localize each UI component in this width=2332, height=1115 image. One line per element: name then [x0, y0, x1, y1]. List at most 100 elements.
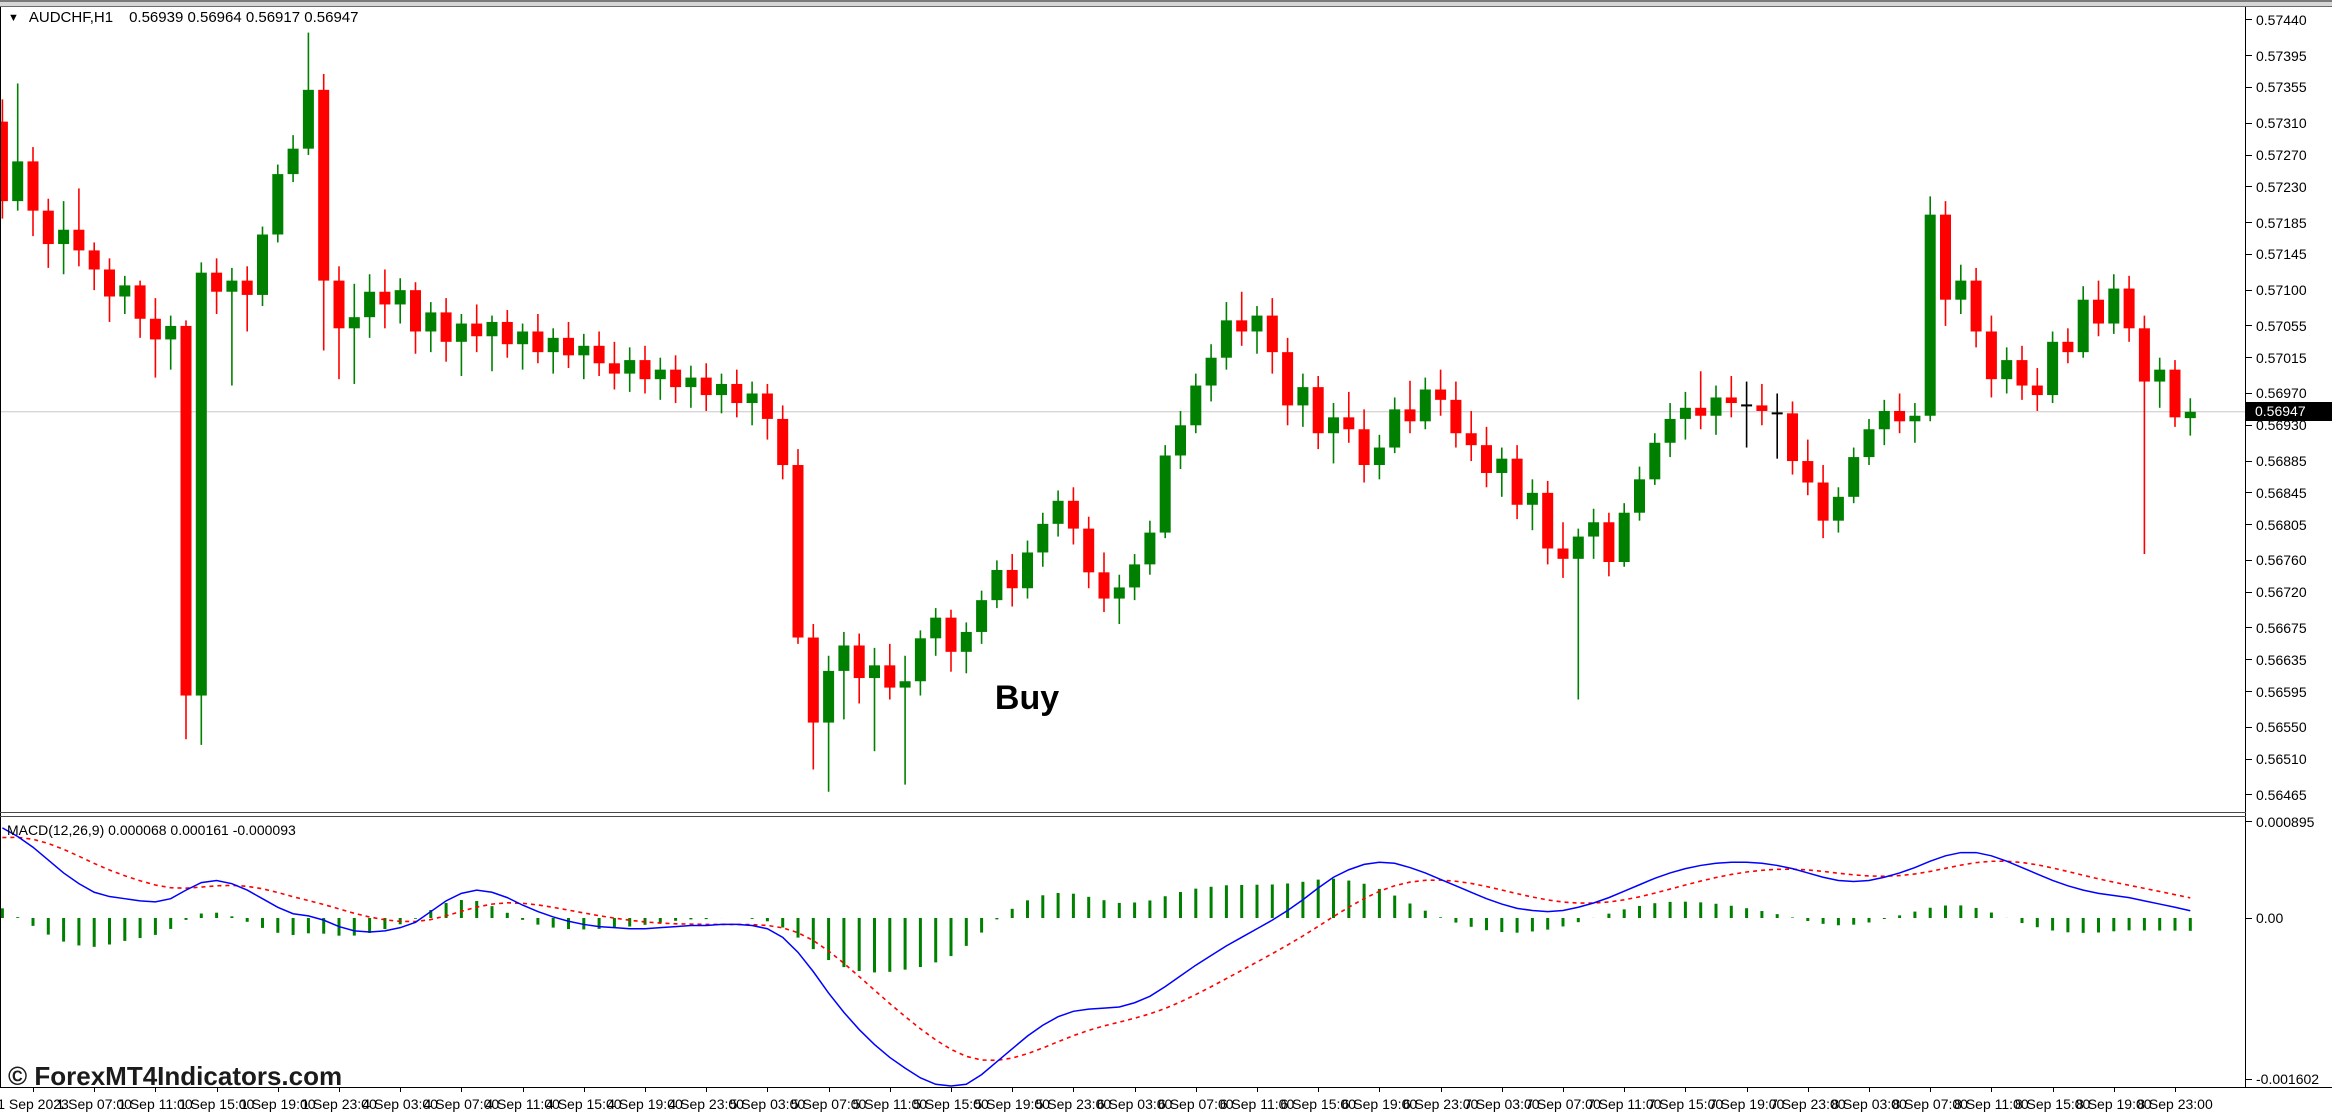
price-tick-mark: [2246, 186, 2252, 188]
candle-body: [1205, 357, 1217, 386]
price-tick-mark: [2246, 55, 2252, 57]
current-price-badge: 0.56947: [2246, 402, 2332, 422]
time-tick-label: 5 Sep 03:00: [729, 1096, 806, 1112]
candle-body: [716, 383, 727, 396]
time-tick-label: 1 Sep 15:00: [178, 1096, 255, 1112]
time-tick-label: 8 Sep 07:00: [1892, 1096, 1968, 1112]
candle-body: [27, 161, 39, 211]
time-tick-label: 6 Sep 07:00: [1158, 1096, 1234, 1112]
candle-body: [578, 345, 590, 356]
price-tick-mark: [2246, 492, 2252, 494]
candle-body: [1328, 417, 1339, 434]
price-tick-label: 0.56550: [2256, 719, 2307, 736]
candle-body: [1679, 407, 1691, 419]
macd-indicator-canvas[interactable]: [0, 818, 2246, 1087]
price-tick-label: 0.57055: [2256, 317, 2307, 334]
candle-body: [1572, 536, 1584, 559]
candle-body: [1526, 492, 1538, 505]
price-tick-mark: [2246, 627, 2252, 629]
price-tick-label: 0.56930: [2256, 417, 2307, 434]
time-tick-mark: [1501, 1088, 1503, 1092]
candle-body: [899, 681, 911, 688]
time-tick-mark: [889, 1088, 891, 1092]
candle-body: [945, 617, 957, 652]
candle-body: [2016, 360, 2028, 386]
candle-body: [1083, 528, 1095, 573]
candle-body: [1343, 417, 1355, 430]
candle-body: [1129, 564, 1141, 588]
candle-body: [2108, 288, 2120, 324]
candle-body: [1557, 548, 1569, 559]
price-tick-mark: [2246, 794, 2252, 796]
price-tick-label: 0.57355: [2256, 79, 2307, 96]
candle-body: [1909, 415, 1921, 422]
price-tick-label: 0.57310: [2256, 115, 2307, 132]
time-tick-label: 6 Sep 19:00: [1341, 1096, 1418, 1112]
candle-body: [517, 331, 529, 345]
price-tick-mark: [2246, 222, 2252, 224]
candle-body: [486, 321, 498, 337]
chart-symbol-period: AUDCHF,H1: [28, 9, 114, 26]
candle-body: [1588, 522, 1600, 537]
candle-body: [1373, 447, 1385, 466]
candle-body: [624, 360, 636, 374]
macd-signal-line: [2, 836, 2191, 1062]
candle-body: [1297, 387, 1309, 406]
buy-signal-annotation: Buy: [994, 679, 1060, 717]
time-tick-label: 6 Sep 11:00: [1219, 1096, 1295, 1112]
time-tick-label: 4 Sep 15:00: [546, 1096, 622, 1112]
price-tick-label: 0.56885: [2256, 453, 2307, 470]
price-tick-label: 0.56760: [2256, 552, 2307, 569]
price-chart-canvas[interactable]: [0, 0, 2246, 812]
candle-body: [1955, 280, 1967, 300]
price-tick-mark: [2246, 357, 2252, 359]
candle-body: [165, 325, 177, 340]
candle-body: [1389, 409, 1401, 448]
time-tick-mark: [1073, 1088, 1075, 1092]
time-tick-mark: [94, 1088, 96, 1092]
time-tick-mark: [2175, 1088, 2176, 1092]
time-tick-mark: [400, 1088, 402, 1092]
time-tick-label: 1 Sep 11:00: [118, 1096, 193, 1112]
candle-body: [1450, 399, 1462, 434]
candle-body: [241, 280, 253, 295]
time-tick-label: 4 Sep 23:00: [668, 1096, 744, 1112]
time-tick-mark: [951, 1088, 952, 1092]
candle-body: [731, 383, 743, 404]
time-tick-label: 6 Sep 23:00: [1402, 1096, 1479, 1112]
price-tick-label: 0.57440: [2256, 11, 2307, 28]
candle-body: [1022, 552, 1033, 589]
candle-body: [2123, 288, 2135, 329]
price-tick-label: 0.56510: [2256, 751, 2307, 768]
time-tick-label: 7 Sep 23:00: [1770, 1096, 1846, 1112]
candle-body: [746, 393, 758, 404]
price-tick-label: 0.57270: [2256, 147, 2307, 164]
candle-body: [991, 569, 1003, 601]
chart-dropdown-icon[interactable]: ▼: [8, 12, 19, 24]
macd-tick-mark: [2246, 917, 2252, 919]
candle-body: [119, 285, 131, 297]
candle-body: [58, 229, 70, 245]
panel-splitter-line: [0, 816, 2246, 817]
candle-body: [2031, 385, 2043, 396]
time-tick-label: 8 Sep 03:00: [1831, 1096, 1907, 1112]
candle-body: [1832, 496, 1844, 521]
time-tick-mark: [767, 1088, 769, 1092]
chart-left-border: [0, 7, 1, 1088]
candle-body: [2093, 299, 2104, 324]
candle-body: [1251, 315, 1263, 332]
candle-body: [1756, 405, 1768, 411]
watermark-copyright: © ForexMT4Indicators.com: [8, 1061, 343, 1091]
panel-splitter[interactable]: [0, 812, 2246, 813]
candle-body: [1098, 572, 1110, 599]
time-tick-label: 1 Sep 23:00: [301, 1096, 377, 1112]
candle-body: [654, 369, 666, 380]
candle-body: [1159, 455, 1171, 533]
time-tick-label: 6 Sep 03:00: [1096, 1096, 1173, 1112]
candle-body: [1848, 457, 1860, 497]
time-tick-mark: [1012, 1088, 1014, 1092]
time-tick-label: 1 Sep 19:00: [240, 1096, 316, 1112]
candle-body: [914, 638, 926, 682]
candle-body: [180, 325, 192, 696]
candle-body: [700, 377, 712, 396]
